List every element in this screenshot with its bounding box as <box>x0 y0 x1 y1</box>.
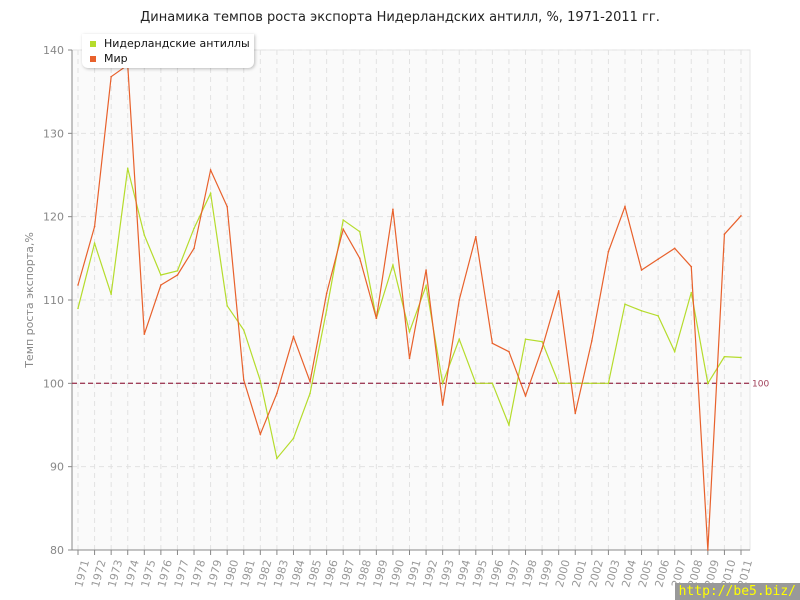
y-tick-label: 90 <box>50 461 64 474</box>
data-point <box>491 342 494 345</box>
data-point <box>259 380 262 382</box>
data-point <box>657 315 659 317</box>
data-point <box>458 338 461 340</box>
data-point <box>77 307 79 310</box>
data-point <box>607 382 610 385</box>
data-point <box>193 247 195 250</box>
data-point <box>441 404 444 406</box>
data-point <box>524 338 527 340</box>
data-point <box>408 357 411 360</box>
data-point <box>441 382 444 385</box>
data-point <box>723 233 726 235</box>
legend-swatch <box>90 40 96 47</box>
data-point <box>690 265 693 268</box>
data-point <box>392 208 394 210</box>
data-point <box>624 303 626 305</box>
data-point <box>723 355 726 358</box>
legend-label: Нидерландские антиллы <box>104 37 250 50</box>
data-point <box>475 382 477 385</box>
data-point <box>591 382 593 385</box>
data-point <box>93 225 96 228</box>
data-point <box>740 356 742 359</box>
data-point <box>673 247 676 250</box>
data-point <box>292 335 295 338</box>
data-point <box>325 292 328 295</box>
data-point <box>126 167 129 170</box>
data-point <box>375 317 378 320</box>
data-point <box>110 293 112 295</box>
data-point <box>640 269 643 271</box>
data-point <box>342 228 345 230</box>
data-point <box>160 284 162 286</box>
data-point <box>176 274 179 276</box>
data-point <box>242 329 245 331</box>
data-point <box>425 269 427 271</box>
legend-label: Мир <box>104 52 128 65</box>
data-point <box>309 392 311 395</box>
legend: Нидерландские антиллы Мир <box>82 34 254 68</box>
data-point <box>491 382 494 385</box>
data-point <box>425 285 427 287</box>
y-tick-label: 110 <box>43 294 64 307</box>
data-point <box>508 424 510 426</box>
data-point <box>110 75 112 78</box>
y-tick-label: 130 <box>43 127 64 140</box>
watermark-link[interactable]: http://be5.biz/ <box>674 583 800 600</box>
data-point <box>475 235 477 238</box>
data-point <box>574 382 577 385</box>
data-point <box>707 549 709 551</box>
data-point <box>143 333 146 335</box>
data-point <box>574 412 577 415</box>
data-point <box>176 270 179 272</box>
data-point <box>591 340 593 342</box>
data-point <box>524 395 527 397</box>
legend-swatch <box>90 55 96 62</box>
data-point <box>673 350 676 353</box>
legend-item-world[interactable]: Мир <box>90 52 128 65</box>
data-point <box>309 380 311 383</box>
data-point <box>358 230 361 233</box>
data-point <box>458 299 461 301</box>
reference-line-label: 100 <box>752 379 769 389</box>
data-point <box>93 242 96 245</box>
y-tick-label: 80 <box>50 544 64 557</box>
data-point <box>640 310 643 312</box>
data-point <box>342 219 345 221</box>
data-point <box>276 457 278 460</box>
data-point <box>408 330 411 333</box>
data-point <box>193 227 195 230</box>
data-point <box>557 382 560 385</box>
data-point <box>209 169 212 171</box>
data-point <box>392 264 394 266</box>
data-point <box>508 350 510 353</box>
data-point <box>541 340 543 343</box>
data-point <box>160 274 162 276</box>
data-point <box>209 192 212 195</box>
data-point <box>657 258 659 260</box>
y-tick-label: 120 <box>43 211 64 224</box>
data-point <box>690 291 693 294</box>
data-point <box>557 290 560 292</box>
data-point <box>358 257 361 260</box>
data-point <box>624 205 626 208</box>
data-point <box>707 382 709 385</box>
data-point <box>143 234 146 236</box>
data-point <box>226 305 228 307</box>
data-point <box>242 379 245 381</box>
data-point <box>226 205 228 208</box>
data-point <box>607 250 610 253</box>
y-axis-label: Темп роста экспорта,% <box>23 232 36 369</box>
chart-title: Динамика темпов роста экспорта Нидерланд… <box>140 10 660 25</box>
y-tick-label: 100 <box>43 377 64 390</box>
data-point <box>259 433 262 435</box>
data-point <box>77 284 79 286</box>
data-point <box>292 437 295 440</box>
data-point <box>740 215 742 217</box>
y-tick-label: 140 <box>43 44 64 57</box>
data-point <box>325 309 328 311</box>
legend-item-antilles[interactable]: Нидерландские антиллы <box>90 37 250 50</box>
data-point <box>541 347 543 350</box>
data-point <box>276 392 278 395</box>
